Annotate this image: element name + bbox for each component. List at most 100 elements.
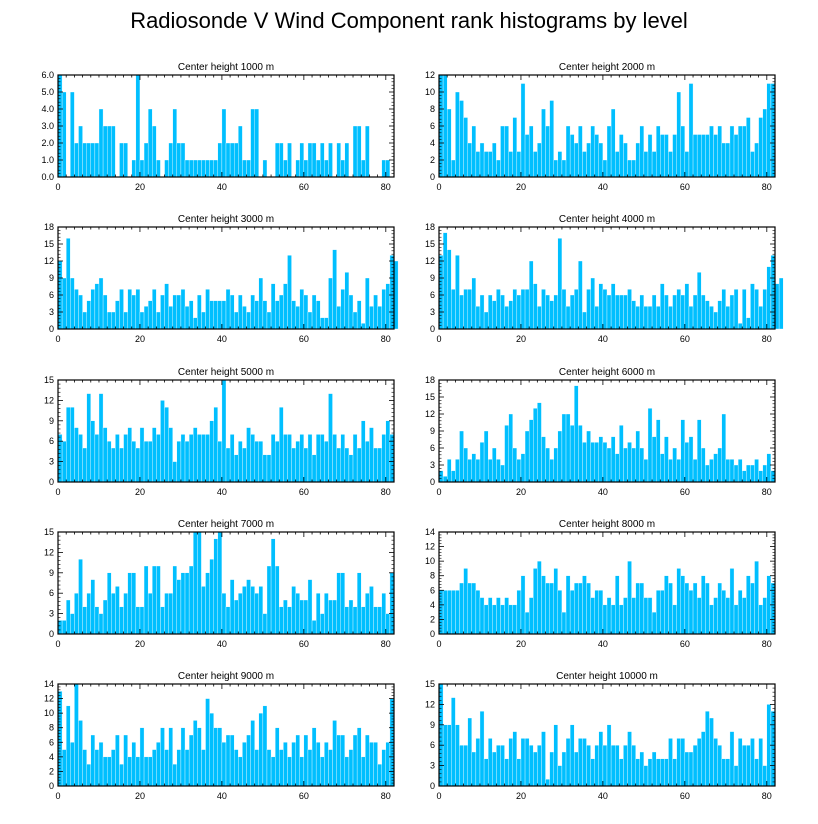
histogram-bar: [287, 255, 292, 330]
x-tick-label: 20: [516, 334, 526, 344]
x-tick-label: 0: [436, 791, 441, 801]
histogram-bar: [250, 294, 255, 330]
histogram-bar: [291, 447, 296, 483]
y-tick-label: 6.0: [41, 70, 54, 80]
histogram-bar: [705, 300, 710, 330]
histogram-bar: [352, 434, 358, 483]
histogram-bar: [541, 108, 546, 178]
histogram-bar: [684, 151, 690, 178]
histogram-bar: [315, 300, 321, 330]
y-tick-label: 9: [430, 426, 435, 436]
histogram-bar: [594, 745, 599, 787]
histogram-bar: [680, 294, 686, 330]
histogram-bar: [160, 727, 165, 787]
histogram-bar: [516, 590, 522, 635]
histogram-bar: [447, 724, 452, 787]
histogram-bar: [565, 125, 571, 178]
panel-title: Center height 4000 m: [559, 214, 655, 225]
histogram-bar: [393, 260, 399, 330]
y-tick-label: 15: [425, 392, 435, 402]
histogram-bar: [197, 434, 202, 483]
histogram-bar: [631, 159, 636, 178]
histogram-bar: [479, 711, 485, 787]
x-tick-label: 40: [217, 639, 227, 649]
histogram-bar: [459, 582, 464, 635]
histogram-bar: [246, 427, 251, 483]
histogram-bar: [680, 738, 686, 787]
histogram-bar: [365, 593, 370, 635]
histogram-bar: [528, 597, 534, 635]
histogram-bar: [242, 742, 247, 787]
histogram-bar: [451, 470, 456, 483]
histogram-panel-6: Center height 6000 m 0 20 40 60 80 0 3 6 9 12 15 18: [425, 367, 776, 497]
histogram-bar: [193, 427, 198, 483]
histogram-bar: [307, 749, 313, 787]
histogram-bar: [156, 159, 161, 178]
histogram-bar: [254, 441, 259, 483]
histogram-bar: [250, 720, 255, 787]
histogram-bar: [721, 142, 727, 178]
histogram-bar: [385, 159, 391, 178]
histogram-bar: [557, 430, 563, 483]
histogram-bar: [516, 151, 522, 178]
histogram-bar: [688, 436, 694, 483]
y-tick-label: 2: [430, 155, 435, 165]
x-tick-label: 60: [299, 791, 309, 801]
histogram-bar: [606, 597, 612, 635]
histogram-bar: [578, 260, 583, 330]
histogram-bar: [742, 470, 747, 483]
histogram-bar: [746, 575, 751, 635]
histogram-bar: [713, 738, 718, 787]
histogram-bar: [655, 419, 661, 483]
histogram-bar: [746, 464, 751, 483]
histogram-bar: [176, 294, 182, 330]
x-tick-label: 60: [299, 182, 309, 192]
histogram-bar: [737, 738, 743, 787]
histogram-bar: [672, 604, 677, 635]
x-tick-label: 20: [516, 791, 526, 801]
histogram-bar: [213, 538, 218, 635]
histogram-bar: [442, 724, 448, 787]
histogram-bar: [266, 454, 272, 483]
histogram-bar: [78, 720, 83, 787]
histogram-bar: [713, 134, 718, 178]
histogram-bar: [221, 300, 227, 330]
histogram-bar: [746, 745, 751, 787]
histogram-bar: [692, 582, 698, 635]
histogram-panel-9: Center height 9000 m 0 20 40 60 80 0 2 4 6 8 10 12 14: [44, 671, 395, 801]
histogram-bar: [324, 742, 329, 787]
histogram-bar: [692, 134, 698, 178]
histogram-bar: [524, 134, 530, 178]
histogram-bar: [156, 565, 161, 635]
histogram-bar: [647, 134, 653, 178]
histogram-bar: [143, 441, 149, 483]
histogram-bar: [631, 597, 636, 635]
histogram-bar: [438, 255, 444, 330]
histogram-bar: [463, 117, 468, 178]
panel-title: Center height 7000 m: [178, 519, 274, 530]
histogram-bar: [123, 142, 128, 178]
histogram-bar: [377, 306, 382, 330]
histogram-bar: [471, 453, 477, 483]
histogram-bar: [389, 255, 395, 330]
histogram-bar: [336, 447, 341, 483]
histogram-bar: [340, 159, 346, 178]
histogram-bar: [565, 306, 571, 330]
histogram-bar: [74, 142, 79, 178]
histogram-bar: [152, 565, 157, 635]
histogram-bar: [676, 459, 681, 483]
histogram-bar: [709, 459, 714, 483]
histogram-bar: [315, 742, 321, 787]
histogram-bar: [717, 447, 722, 483]
x-tick-label: 20: [135, 334, 145, 344]
histogram-bar: [676, 568, 681, 635]
histogram-bar: [688, 306, 694, 330]
histogram-bar: [737, 590, 743, 635]
histogram-bar: [197, 531, 202, 635]
histogram-bar: [447, 108, 452, 178]
y-tick-label: 12: [425, 70, 435, 80]
histogram-bar: [606, 447, 612, 483]
histogram-bar: [61, 91, 67, 178]
histogram-bar: [557, 765, 563, 787]
histogram-bar: [90, 420, 96, 483]
